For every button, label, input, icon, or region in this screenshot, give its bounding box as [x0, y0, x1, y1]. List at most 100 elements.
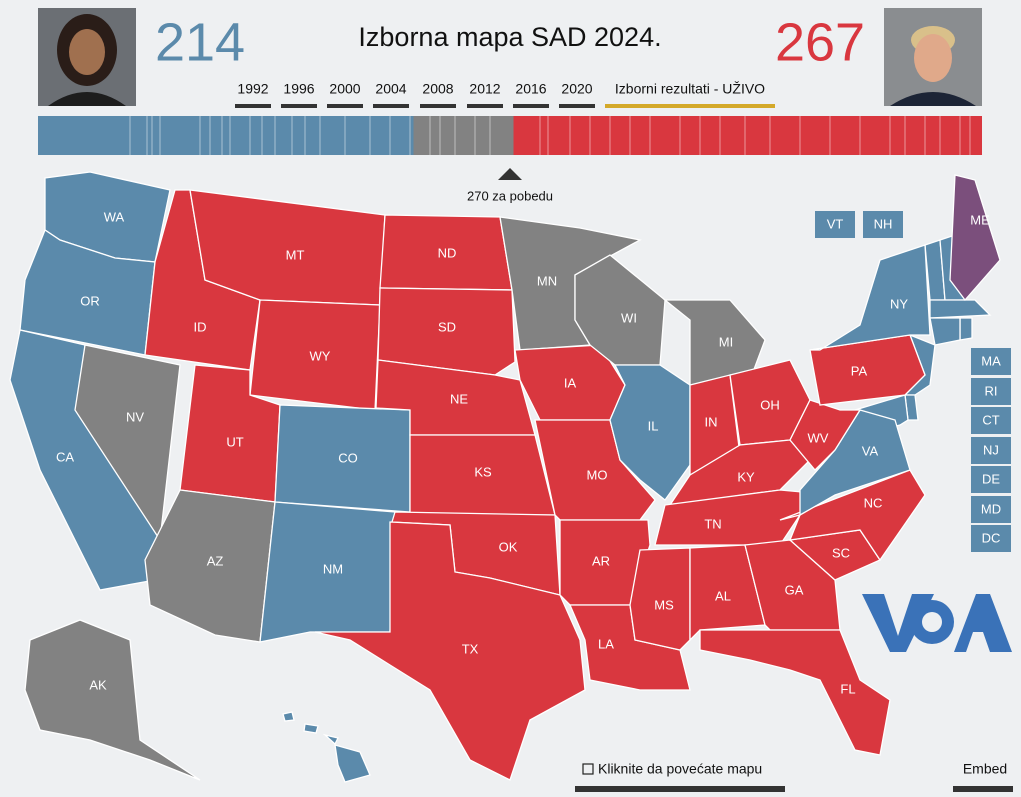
state-box[interactable]: [971, 466, 1011, 493]
state-label: TX: [462, 641, 479, 656]
state-box[interactable]: [971, 378, 1011, 405]
year-tab-underline: [559, 104, 595, 108]
year-tab-underline: [513, 104, 549, 108]
year-tab[interactable]: 1992: [237, 81, 268, 97]
state-label: MN: [537, 273, 557, 288]
embed-button[interactable]: Embed: [963, 761, 1007, 777]
state-label: GA: [785, 582, 804, 597]
state-shape[interactable]: [699, 629, 891, 756]
year-tab[interactable]: 2008: [422, 81, 453, 97]
state-label: AL: [715, 588, 731, 603]
state-box-label: DC: [982, 530, 1001, 545]
state-label: ME: [970, 212, 990, 227]
state-shape[interactable]: [322, 733, 339, 746]
year-tab-underline: [420, 104, 456, 108]
state-shape[interactable]: [689, 544, 766, 642]
state-label: FL: [840, 681, 855, 696]
state-box-label: MD: [981, 501, 1001, 516]
state-label: OK: [499, 539, 518, 554]
state-label: MI: [719, 334, 733, 349]
state-label: MO: [587, 467, 608, 482]
state-shape[interactable]: [949, 174, 1001, 302]
state-label: NV: [126, 409, 144, 424]
bar-dem: [38, 116, 414, 155]
state-shape[interactable]: [779, 469, 926, 562]
dem-portrait: [38, 8, 136, 106]
state-shape[interactable]: [282, 711, 295, 722]
state-label: WA: [104, 209, 125, 224]
state-label: OR: [80, 293, 100, 308]
state-box[interactable]: [971, 348, 1011, 375]
state-shape[interactable]: [314, 521, 586, 781]
state-shape[interactable]: [799, 409, 911, 517]
state-shape[interactable]: [929, 299, 992, 319]
year-tab-underline: [235, 104, 271, 108]
threshold-arrow: [498, 168, 522, 180]
live-tab-underline: [605, 104, 775, 108]
state-label: AZ: [207, 553, 224, 568]
state-shape[interactable]: [809, 244, 931, 351]
state-label: ID: [194, 319, 207, 334]
vote-bar: [38, 116, 982, 155]
year-tab[interactable]: 2000: [329, 81, 360, 97]
state-shape[interactable]: [334, 744, 371, 783]
rep-portrait: [884, 8, 982, 106]
state-box-label: NJ: [983, 442, 999, 457]
embed-underline: [953, 786, 1013, 792]
state-label: LA: [598, 636, 614, 651]
state-label: TN: [704, 516, 721, 531]
state-box[interactable]: [971, 496, 1011, 523]
state-box-label: CT: [982, 412, 999, 427]
state-label: MT: [286, 247, 305, 262]
state-shape[interactable]: [789, 399, 862, 471]
state-box-label: DE: [982, 471, 1000, 486]
state-box[interactable]: [971, 407, 1011, 434]
state-label: WV: [808, 430, 829, 445]
year-tab-underline: [467, 104, 503, 108]
state-box-label: MA: [981, 353, 1001, 368]
state-label: AK: [89, 677, 107, 692]
year-tab[interactable]: 2016: [515, 81, 546, 97]
state-label: NE: [450, 391, 468, 406]
state-label: IN: [705, 414, 718, 429]
year-tab[interactable]: 2012: [469, 81, 500, 97]
state-label: UT: [226, 434, 243, 449]
state-label: KS: [474, 464, 492, 479]
zoom-label[interactable]: Kliknite da povećate mapu: [598, 761, 762, 777]
state-box-label: VT: [827, 216, 844, 231]
state-shape[interactable]: [24, 619, 201, 781]
year-tab[interactable]: 1996: [283, 81, 314, 97]
bar-rep: [513, 116, 982, 155]
zoom-underline: [575, 786, 785, 792]
state-label: CO: [338, 450, 358, 465]
state-box[interactable]: [863, 211, 903, 238]
state-shape[interactable]: [929, 317, 961, 346]
year-tabs: 1992 1996 2000 2004 2008 2012 2016 2020 Izborni …: [235, 81, 775, 108]
state-shape[interactable]: [609, 364, 691, 501]
state-box-label: NH: [874, 216, 893, 231]
threshold-label: 270 za pobedu: [467, 188, 553, 203]
year-tab-underline: [373, 104, 409, 108]
state-label: VA: [862, 443, 879, 458]
zoom-checkbox[interactable]: [582, 763, 594, 775]
state-label: AR: [592, 553, 610, 568]
state-box[interactable]: [971, 525, 1011, 552]
state-label: NY: [890, 296, 908, 311]
state-label: WI: [621, 310, 637, 325]
live-tab[interactable]: Izborni rezultati - UŽIVO: [615, 81, 765, 97]
state-shape[interactable]: [959, 317, 973, 341]
state-label: OH: [760, 397, 780, 412]
state-box-label: RI: [985, 383, 998, 398]
title: Izborna mapa SAD 2024.: [358, 22, 661, 52]
year-tab[interactable]: 2004: [375, 81, 406, 97]
state-shape[interactable]: [377, 287, 516, 376]
state-box[interactable]: [815, 211, 855, 238]
state-label: PA: [851, 363, 868, 378]
year-tab[interactable]: 2020: [561, 81, 592, 97]
state-shape[interactable]: [303, 723, 319, 734]
rep-votes: 267: [775, 12, 865, 72]
year-tab-underline: [281, 104, 317, 108]
dem-votes: 214: [155, 12, 245, 72]
state-label: NC: [864, 495, 883, 510]
state-box[interactable]: [971, 437, 1011, 464]
